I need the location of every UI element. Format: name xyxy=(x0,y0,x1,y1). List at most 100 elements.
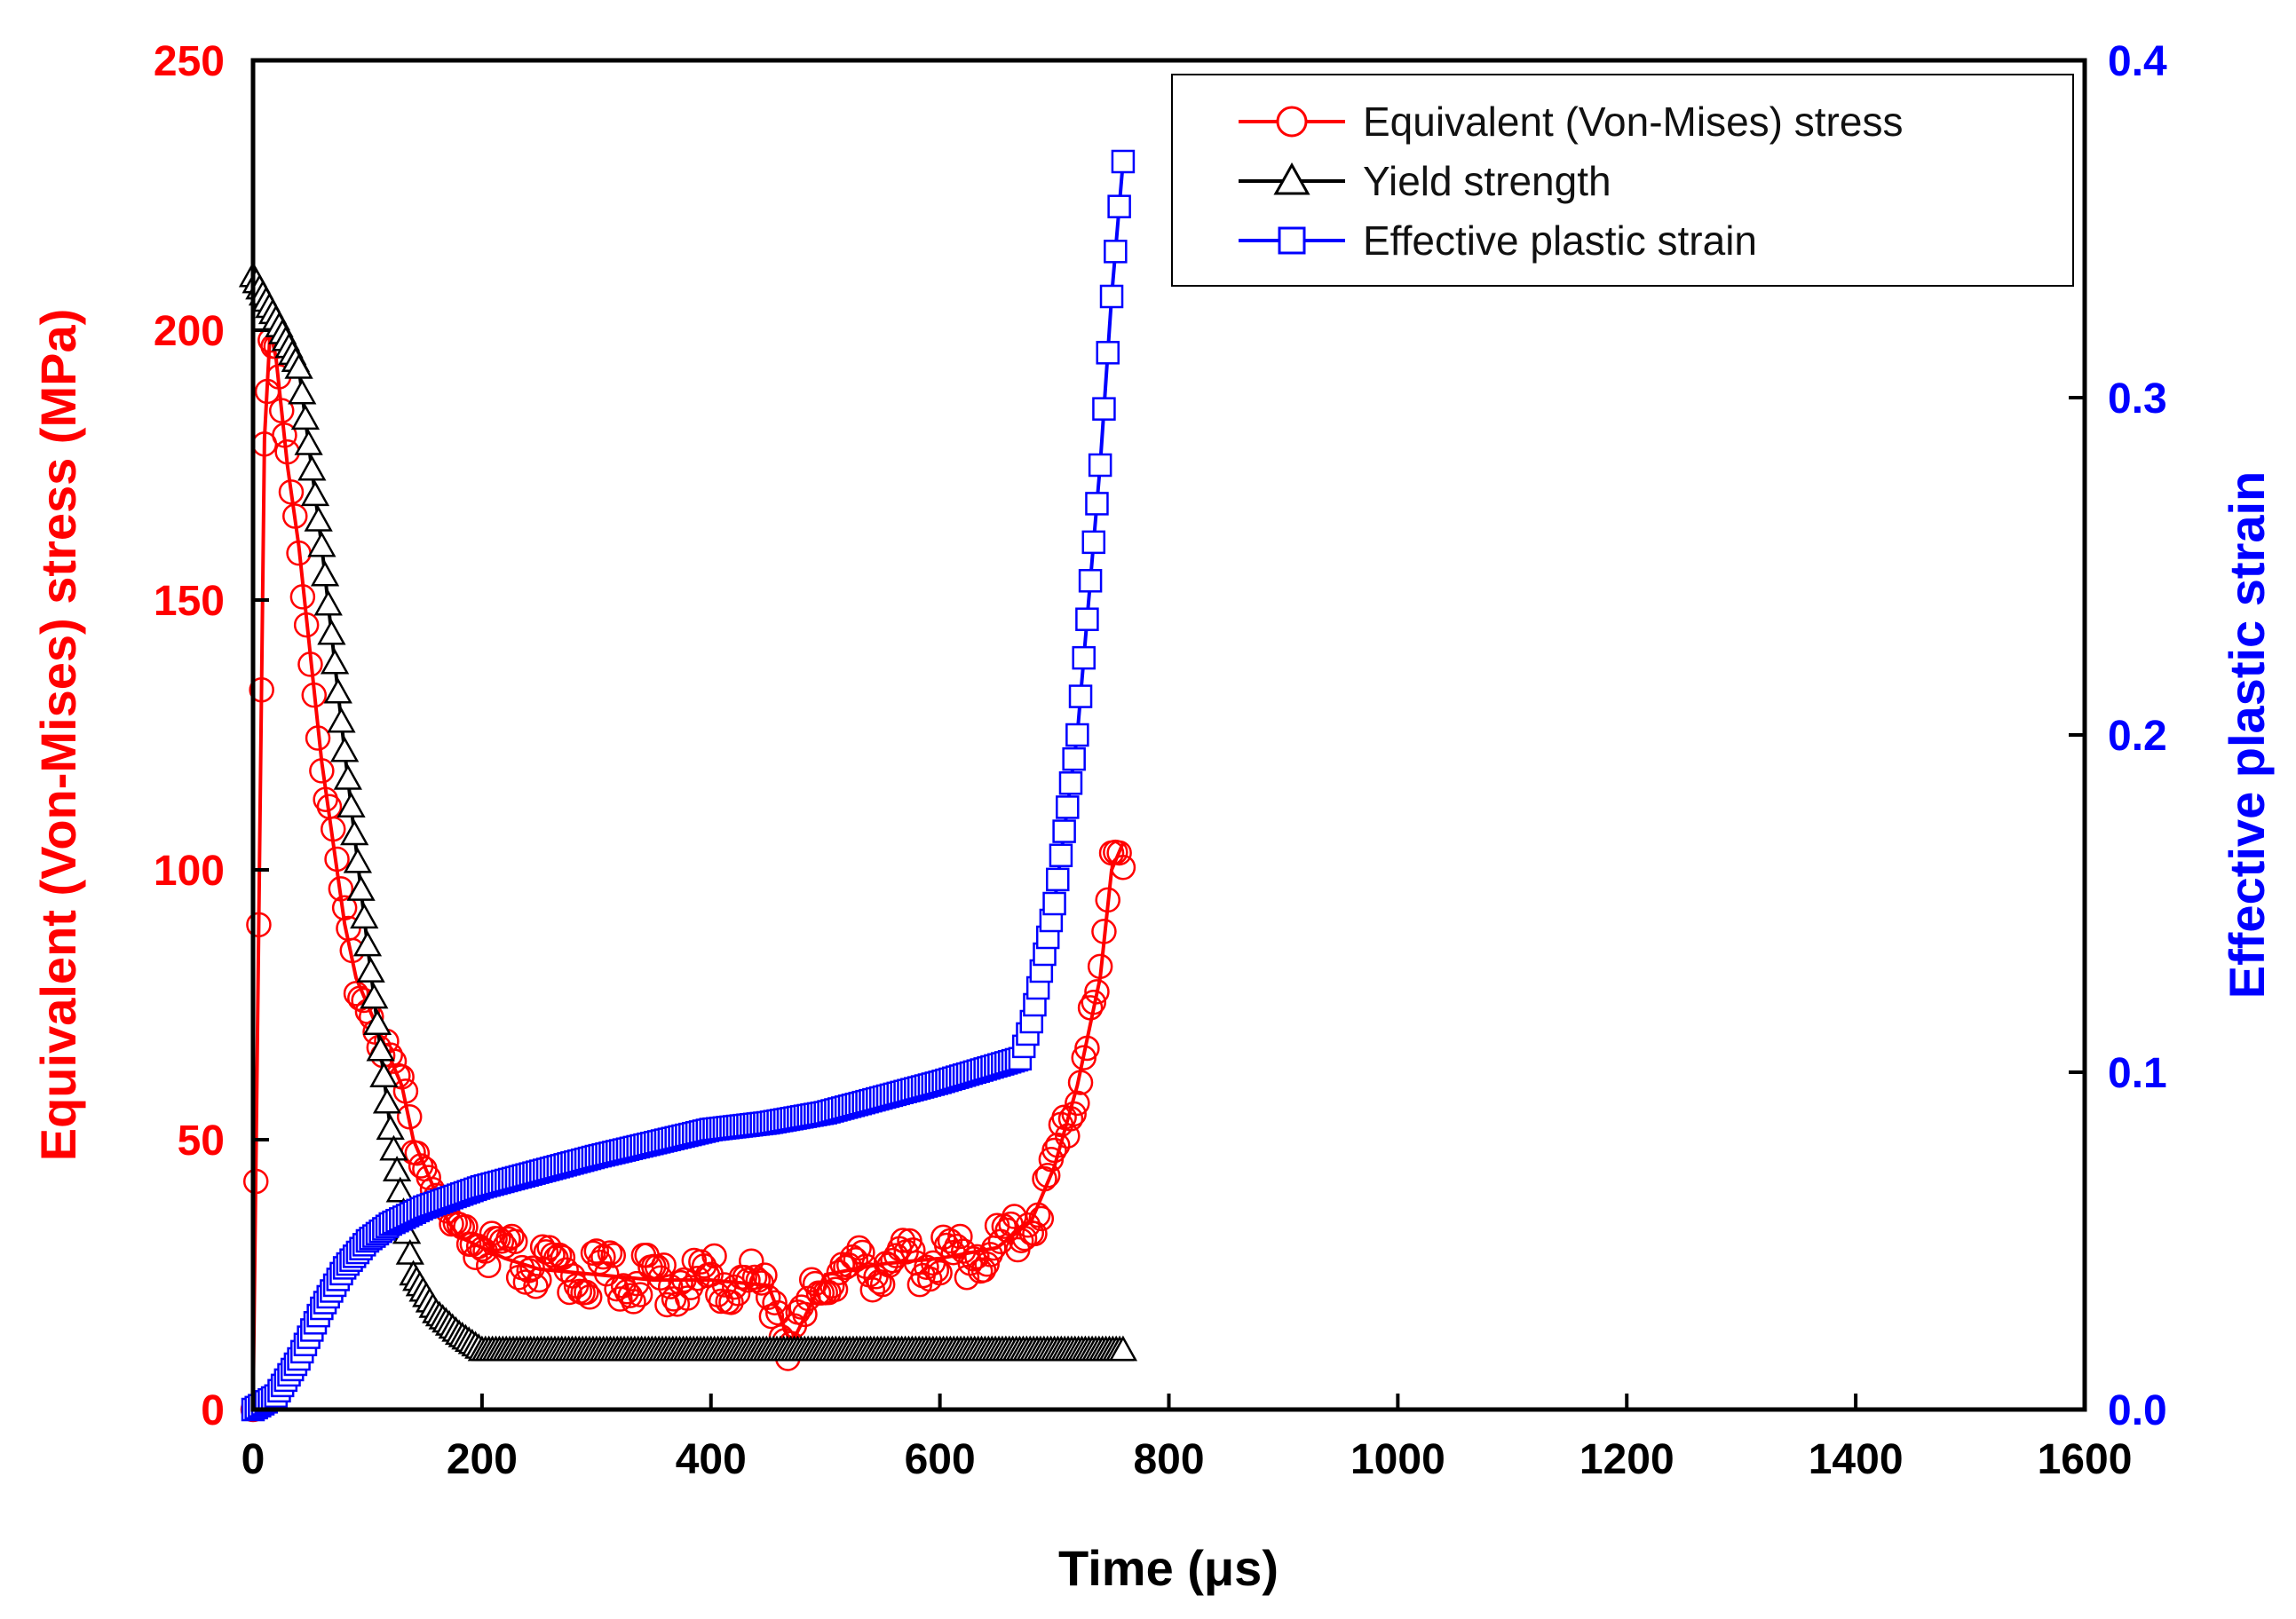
data-point xyxy=(1061,1101,1087,1127)
data-point xyxy=(718,1290,744,1315)
data-point xyxy=(846,1235,872,1261)
y-right-tick-label: 0.3 xyxy=(2108,375,2167,423)
x-axis-label: Time (μs) xyxy=(1058,1540,1279,1596)
data-point xyxy=(360,983,389,1009)
data-point xyxy=(1081,530,1106,555)
data-point xyxy=(617,1283,643,1308)
data-point xyxy=(289,584,316,610)
data-point xyxy=(486,1226,511,1252)
data-point xyxy=(309,758,335,784)
x-tick-label: 400 xyxy=(676,1436,747,1483)
data-point xyxy=(978,1242,1003,1268)
data-point xyxy=(819,1273,845,1299)
data-point xyxy=(1044,1133,1071,1158)
x-tick-label: 1400 xyxy=(1809,1436,1904,1483)
data-point xyxy=(294,429,323,455)
data-point xyxy=(674,1285,701,1311)
series-square xyxy=(241,149,1136,1422)
data-point xyxy=(290,404,321,430)
data-point xyxy=(1032,1165,1057,1192)
series-layer xyxy=(238,149,1138,1423)
y-left-tick-label: 250 xyxy=(154,38,225,85)
data-point xyxy=(305,725,331,751)
data-point xyxy=(974,1252,1000,1277)
data-point xyxy=(379,1134,408,1161)
data-point xyxy=(301,682,328,708)
data-point xyxy=(822,1276,849,1302)
data-point xyxy=(792,1301,818,1328)
data-point xyxy=(320,648,350,675)
data-point xyxy=(1078,569,1103,593)
data-point xyxy=(307,531,336,557)
data-point xyxy=(576,1284,603,1310)
legend-label-strain: Effective plastic strain xyxy=(1363,217,1757,264)
data-point xyxy=(268,398,295,423)
legend-label-yield: Yield strength xyxy=(1363,158,1611,204)
data-point xyxy=(404,1140,431,1166)
y-right-tick-label: 0.4 xyxy=(2108,38,2167,85)
data-point xyxy=(272,423,297,448)
data-point xyxy=(503,1228,528,1254)
data-point xyxy=(1045,867,1070,892)
data-point xyxy=(475,1252,502,1279)
data-point xyxy=(1075,607,1099,631)
data-point xyxy=(1067,1070,1094,1095)
data-point xyxy=(499,1223,525,1250)
data-point xyxy=(317,619,346,645)
data-point xyxy=(970,1257,997,1283)
x-tick-label: 0 xyxy=(241,1436,265,1483)
data-point xyxy=(890,1228,916,1253)
data-point xyxy=(282,503,308,529)
data-point xyxy=(1056,795,1080,819)
data-point xyxy=(395,1238,424,1265)
data-point xyxy=(1034,1163,1061,1189)
data-point xyxy=(1065,723,1089,747)
data-point xyxy=(523,1274,549,1299)
x-tick-label: 200 xyxy=(447,1436,518,1483)
legend-entry-yield: Yield strength xyxy=(1239,158,1611,204)
x-tick-label: 1200 xyxy=(1579,1436,1674,1483)
data-point xyxy=(1092,397,1116,421)
data-point xyxy=(583,1238,610,1264)
data-point xyxy=(546,1242,573,1268)
data-point xyxy=(671,1267,697,1293)
data-point xyxy=(1062,746,1086,771)
legend: Equivalent (Von-Mises) stress Yield stre… xyxy=(1171,74,2074,287)
data-point xyxy=(1049,843,1073,867)
x-tick-label: 600 xyxy=(905,1436,976,1483)
legend-square-marker xyxy=(1278,226,1306,255)
series-circle xyxy=(240,328,1136,1423)
data-point xyxy=(288,378,317,405)
legend-circle-marker xyxy=(1276,106,1308,138)
data-point xyxy=(1110,854,1136,881)
data-point xyxy=(574,1279,599,1306)
data-point xyxy=(1088,453,1112,478)
data-point xyxy=(293,612,320,638)
data-point xyxy=(392,1078,419,1104)
y-axis-label-left: Equivalent (Von-Mises) stress (MPa) xyxy=(30,309,86,1162)
data-point xyxy=(850,1239,875,1266)
legend-entry-stress: Equivalent (Von-Mises) stress xyxy=(1239,99,1903,145)
y-right-tick-label: 0.0 xyxy=(2108,1387,2167,1434)
legend-triangle-marker xyxy=(1273,162,1310,195)
y-right-tick-label: 0.2 xyxy=(2108,713,2167,760)
y-axis-label-right: Effective plastic strain xyxy=(2219,471,2275,999)
data-point xyxy=(869,1271,896,1298)
data-point xyxy=(557,1279,582,1306)
data-point xyxy=(519,1255,545,1281)
data-point xyxy=(1081,989,1107,1015)
data-point xyxy=(914,1254,939,1280)
ticks-layer: 0 200 400 600 800 1000 1200 1400 1600 0 50 100 150 20… xyxy=(154,38,2167,1483)
data-point xyxy=(923,1257,950,1283)
data-point xyxy=(732,1264,757,1291)
data-point xyxy=(758,1303,785,1330)
y-left-tick-label: 50 xyxy=(178,1118,225,1165)
legend-entry-strain: Effective plastic strain xyxy=(1239,217,1757,264)
data-point xyxy=(1087,953,1113,980)
data-point xyxy=(346,875,376,901)
data-point xyxy=(944,1233,970,1260)
data-point xyxy=(1028,1205,1055,1232)
data-point xyxy=(739,1248,764,1274)
